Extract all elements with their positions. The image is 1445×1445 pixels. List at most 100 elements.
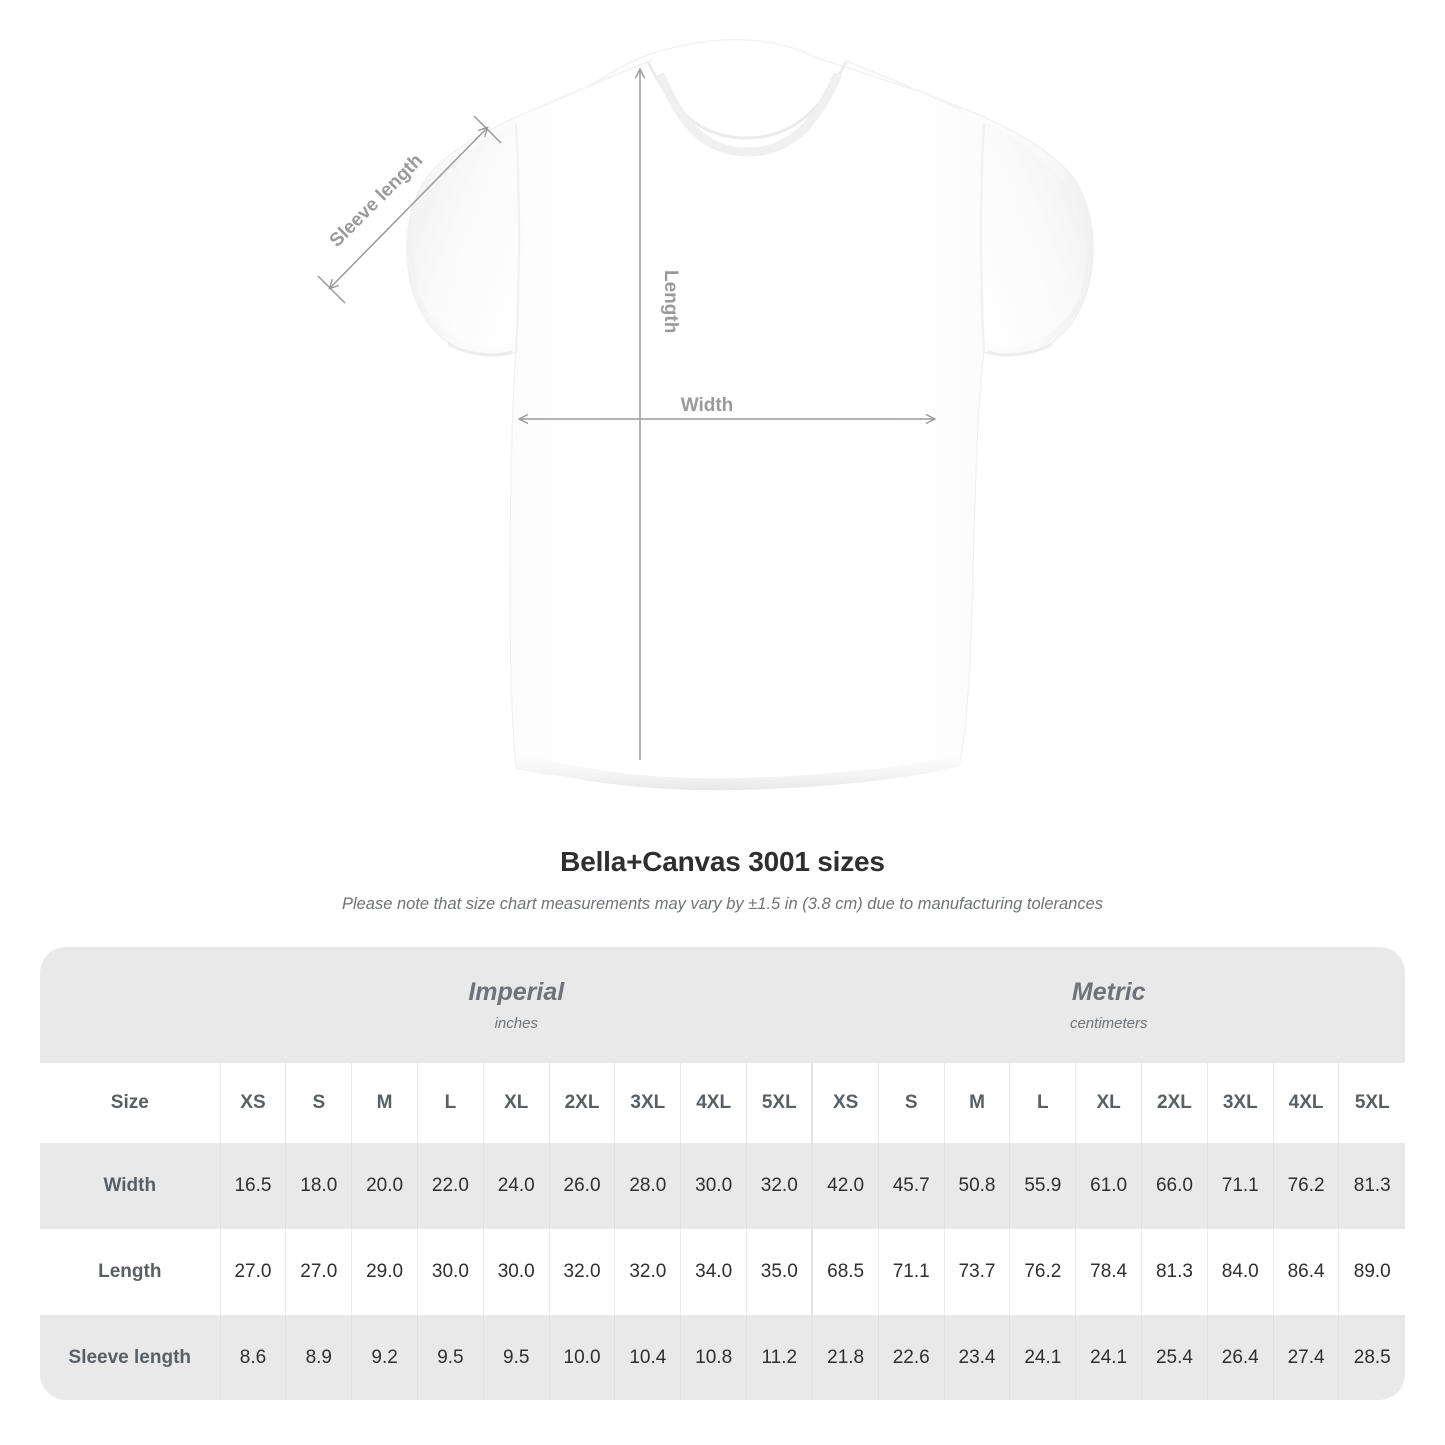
size-column-header: Size [40,1063,221,1143]
tolerance-note: Please note that size chart measurements… [341,895,1104,913]
unit-system-imperial: Imperial inches [220,947,813,1063]
cell-sleeve-length-s-metric: 22.6 [877,1315,945,1400]
cell-sleeve-length-3xl-metric: 26.4 [1206,1315,1274,1400]
heading-block: Bella+Canvas 3001 sizes Please note that… [0,845,1445,915]
cell-length-s-imperial: 27.0 [285,1229,352,1315]
size-header-3xl-metric: 3XL [1206,1063,1274,1143]
size-header-m-imperial: M [351,1063,418,1143]
size-header-4xl-imperial: 4XL [680,1063,747,1143]
bottom-hem [516,752,960,791]
cell-width-xl-metric: 61.0 [1075,1143,1142,1229]
unit-system-name: Metric [1071,978,1146,1006]
cell-width-s-imperial: 18.0 [285,1143,352,1229]
cell-sleeve-length-4xl-metric: 27.4 [1272,1315,1339,1400]
cell-length-m-imperial: 29.0 [351,1229,418,1315]
cell-width-l-metric: 55.9 [1009,1143,1076,1229]
size-header-m-metric: M [943,1063,1010,1143]
size-header-l-imperial: L [417,1063,484,1143]
cell-length-l-imperial: 30.0 [417,1229,484,1315]
cell-sleeve-length-2xl-imperial: 10.0 [548,1315,615,1400]
size-table: Imperial inches Metric centimeters Size XS S M L… [40,947,1405,1400]
size-table-container: Imperial inches Metric centimeters Size XS S M L… [40,947,1405,1400]
width-annotation: Width [520,395,934,419]
cell-length-5xl-imperial: 35.0 [746,1229,813,1315]
cell-width-xl-imperial: 24.0 [482,1143,550,1229]
cell-width-l-imperial: 22.0 [417,1143,484,1229]
cell-length-xs-imperial: 27.0 [219,1229,286,1315]
size-header-5xl-metric: 5XL [1338,1063,1405,1143]
right-sleeve-hem [987,342,1053,357]
cell-sleeve-length-xs-metric: 21.8 [811,1315,879,1400]
tshirt-illustration: Sleeve length Length Width [317,39,1094,791]
cell-width-xs-metric: 42.0 [811,1143,879,1229]
cell-width-3xl-metric: 71.1 [1206,1143,1274,1229]
size-header-l-metric: L [1009,1063,1076,1143]
unit-system-name: Imperial [468,978,565,1006]
right-sleeve [984,120,1086,349]
size-header-5xl-imperial: 5XL [746,1063,813,1143]
size-header-2xl-metric: 2XL [1141,1063,1208,1143]
cell-sleeve-length-5xl-imperial: 11.2 [746,1315,813,1400]
size-header-row: Size XS S M L XL 2XL 3XL 4XL 5XL XS S M L XL 2XL 3XL 4XL 5… [40,1063,1405,1143]
sleeve-length-tick-end [473,115,502,144]
table-row: Sleeve length 8.6 8.9 9.2 9.5 9.5 10.0 10.4 10.8… [40,1315,1405,1400]
cell-length-2xl-imperial: 32.0 [548,1229,615,1315]
size-header-xl-imperial: XL [482,1063,550,1143]
cell-sleeve-length-m-metric: 23.4 [943,1315,1010,1400]
row-label-length: Length [40,1229,221,1315]
size-table-body: Imperial inches Metric centimeters Size XS S M L… [40,947,1405,1400]
unit-header-spacer [40,947,221,1063]
cell-width-s-metric: 45.7 [877,1143,945,1229]
cell-sleeve-length-xl-imperial: 9.5 [482,1315,550,1400]
cell-sleeve-length-xs-imperial: 8.6 [219,1315,286,1400]
cell-sleeve-length-5xl-metric: 28.5 [1338,1315,1405,1400]
cell-sleeve-length-l-imperial: 9.5 [417,1315,484,1400]
cell-sleeve-length-m-imperial: 9.2 [351,1315,418,1400]
unit-system-unit: inches [494,1015,538,1032]
cell-sleeve-length-4xl-imperial: 10.8 [680,1315,747,1400]
size-header-3xl-imperial: 3XL [614,1063,681,1143]
cell-width-xs-imperial: 16.5 [219,1143,286,1229]
cell-width-3xl-imperial: 28.0 [614,1143,681,1229]
unit-system-metric: Metric centimeters [812,947,1405,1063]
cell-length-4xl-imperial: 34.0 [680,1229,747,1315]
cell-sleeve-length-l-metric: 24.1 [1009,1315,1076,1400]
cell-length-3xl-metric: 84.0 [1206,1229,1274,1315]
cell-width-m-imperial: 20.0 [351,1143,418,1229]
left-sleeve-hem [447,342,513,357]
cell-width-4xl-imperial: 30.0 [680,1143,747,1229]
size-header-s-imperial: S [285,1063,352,1143]
table-row: Length 27.0 27.0 29.0 30.0 30.0 32.0 32.0 34.0 35… [40,1229,1405,1315]
page-title: Bella+Canvas 3001 sizes [560,846,885,877]
tshirt-silhouette [406,39,1094,791]
cell-sleeve-length-s-imperial: 8.9 [285,1315,352,1400]
length-label: Length [660,270,681,333]
cell-width-m-metric: 50.8 [943,1143,1010,1229]
cell-length-m-metric: 73.7 [943,1229,1010,1315]
sleeve-length-arrow [330,128,487,288]
collar-rib [655,72,843,157]
size-header-s-metric: S [877,1063,945,1143]
cell-length-2xl-metric: 81.3 [1141,1229,1208,1315]
size-header-xs-imperial: XS [219,1063,286,1143]
cell-width-5xl-imperial: 32.0 [746,1143,813,1229]
cell-length-xs-metric: 68.5 [811,1229,879,1315]
row-label-width: Width [40,1143,221,1229]
row-label-sleeve-length: Sleeve length [40,1315,221,1400]
cell-length-4xl-metric: 86.4 [1272,1229,1339,1315]
cell-width-5xl-metric: 81.3 [1338,1143,1405,1229]
size-header-2xl-imperial: 2XL [548,1063,615,1143]
cell-sleeve-length-3xl-imperial: 10.4 [614,1315,681,1400]
cell-length-3xl-imperial: 32.0 [614,1229,681,1315]
cell-length-5xl-metric: 89.0 [1338,1229,1405,1315]
cell-width-4xl-metric: 76.2 [1272,1143,1339,1229]
cell-width-2xl-imperial: 26.0 [548,1143,615,1229]
right-shoulder-seam [843,59,963,111]
width-label: Width [681,395,734,416]
size-header-xl-metric: XL [1075,1063,1142,1143]
cell-length-xl-imperial: 30.0 [482,1229,550,1315]
unit-system-header-row: Imperial inches Metric centimeters [40,947,1405,1063]
cell-sleeve-length-xl-metric: 24.1 [1075,1315,1142,1400]
cell-sleeve-length-2xl-metric: 25.4 [1141,1315,1208,1400]
